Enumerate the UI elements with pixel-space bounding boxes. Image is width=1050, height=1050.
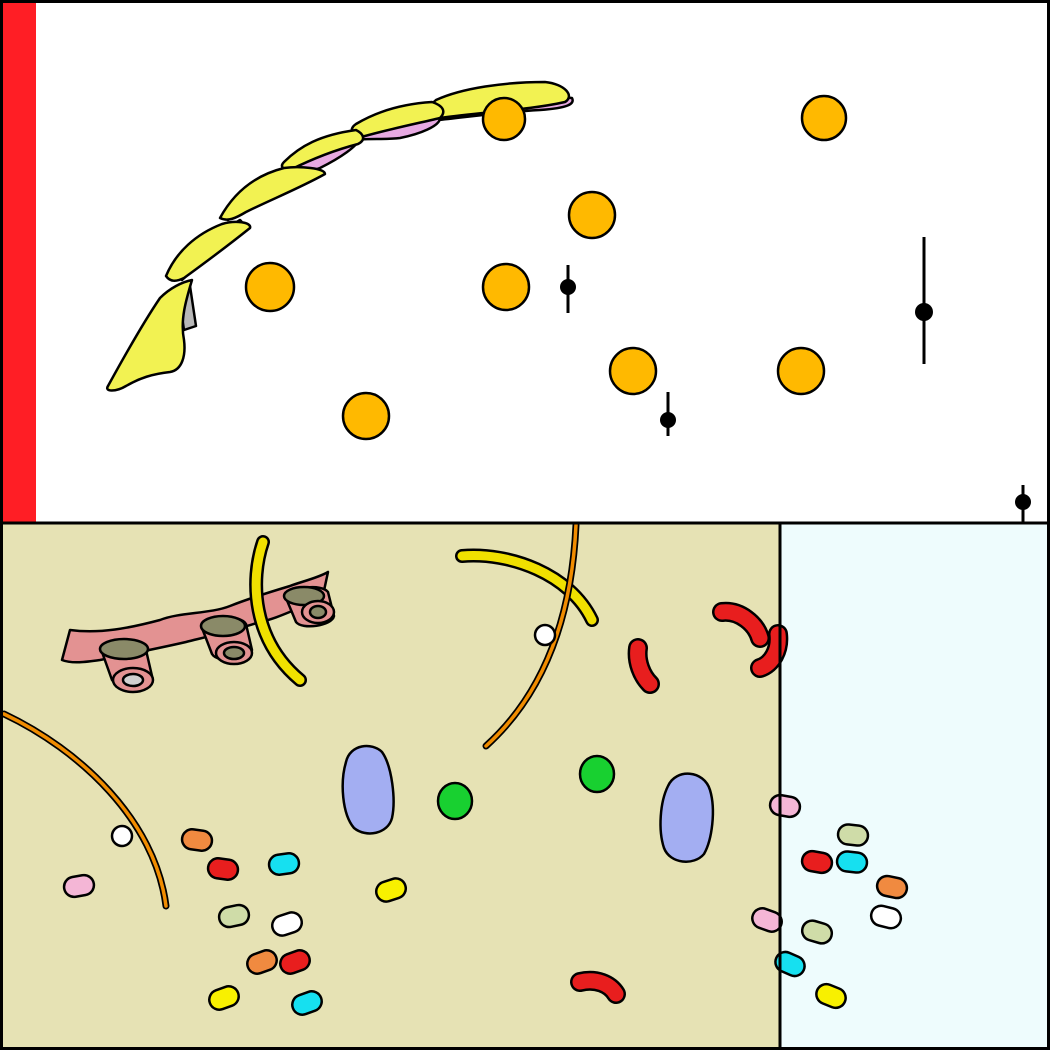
capsule-icon: [270, 911, 304, 937]
granule-icon: [567, 190, 617, 240]
capsule-icon: [246, 949, 278, 975]
vesicle-icon: [560, 265, 576, 313]
capsule-icon: [800, 849, 834, 875]
capsule-icon: [206, 857, 240, 881]
upper-panel: [2, 2, 1048, 523]
mitochondria: [570, 601, 789, 1004]
chloroplast-icon: [436, 781, 474, 821]
capsule-icon: [217, 903, 251, 929]
capsule-icon: [869, 904, 903, 930]
capsule-icon: [835, 850, 869, 874]
chloroplast-icon: [578, 754, 616, 794]
vesicle-icon: [1015, 485, 1031, 523]
capsule-icon: [208, 985, 240, 1011]
granules: [244, 94, 848, 441]
small-white-vesicle-icon: [533, 623, 557, 647]
ribosome-icon: [282, 585, 336, 628]
granule-icon: [481, 262, 531, 312]
granule-icon: [244, 261, 296, 313]
capsule-icon: [800, 919, 834, 945]
capsule-icon: [62, 873, 96, 899]
lower-right-panel: [780, 523, 1048, 1048]
granule-icon: [481, 96, 527, 142]
vacuole-icon: [341, 744, 395, 835]
microtubules: [0, 521, 599, 910]
granule-icon: [341, 391, 391, 441]
microtubule-icon: [455, 548, 599, 627]
granule-icon: [608, 346, 658, 396]
capsule-icon: [875, 874, 909, 900]
capsules: [62, 793, 909, 1016]
microtubule-icon: [482, 521, 580, 750]
capsule-icon: [279, 949, 311, 975]
capsule-icon: [774, 950, 806, 978]
ribosome-icon: [98, 637, 155, 694]
vacuole-icon: [659, 772, 715, 863]
microtubule-icon: [0, 710, 170, 910]
granule-icon: [776, 346, 826, 396]
ribosome-icon: [199, 614, 254, 666]
vesicle-icon: [660, 392, 676, 436]
capsule-icon: [836, 823, 870, 847]
capsule-icon: [374, 877, 408, 903]
vesicles: [560, 237, 1031, 523]
microtubule-icon: [249, 535, 307, 687]
ribosome-membrane: [60, 570, 336, 694]
capsule-icon: [267, 852, 301, 876]
left-edge-band: [2, 2, 36, 523]
capsule-icon: [815, 982, 847, 1010]
capsule-icon: [180, 828, 214, 852]
small-white-vesicle-icon: [110, 824, 134, 848]
granule-icon: [800, 94, 848, 142]
capsule-icon: [291, 990, 323, 1016]
capsule-icon: [768, 793, 802, 819]
vesicle-icon: [915, 237, 933, 364]
